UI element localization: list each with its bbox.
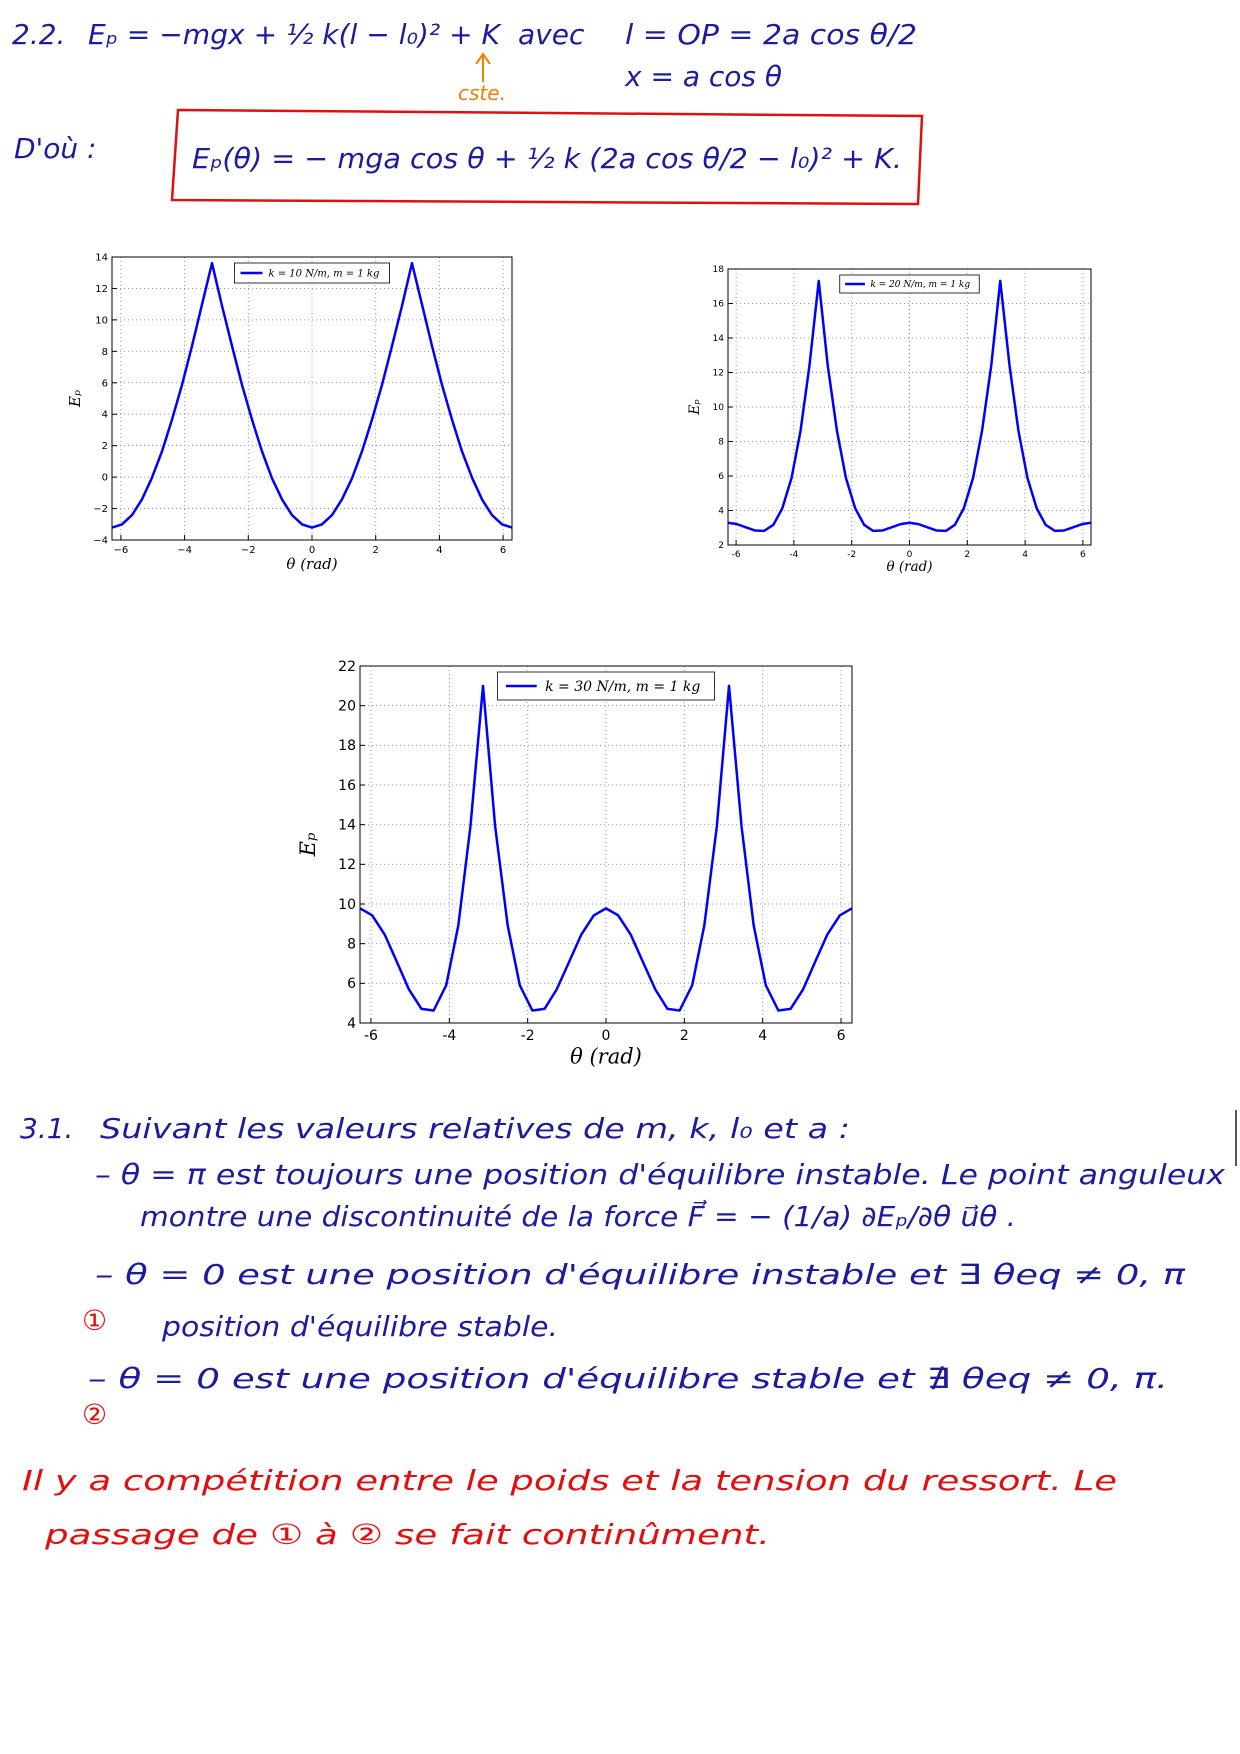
x-tick-label: 2 bbox=[373, 545, 379, 556]
equation: Eₚ = −mgx + ½ k(l − l₀)² + K bbox=[88, 18, 503, 51]
y-axis-label: Eₚ bbox=[296, 833, 320, 858]
y-tick-label: 4 bbox=[347, 1016, 356, 1032]
y-tick-label: 14 bbox=[95, 253, 108, 264]
axes-frame bbox=[111, 256, 513, 541]
y-tick-label: 20 bbox=[338, 699, 356, 715]
remark: passage de ① à ② se fait continûment. bbox=[44, 1518, 770, 1551]
y-tick-label: 2 bbox=[102, 441, 108, 452]
y-axis-label: Eₚ bbox=[66, 390, 84, 408]
data-line bbox=[360, 684, 852, 1012]
legend-box bbox=[839, 274, 980, 294]
case-text: position d'équilibre stable. bbox=[161, 1310, 558, 1343]
y-tick-label: 12 bbox=[713, 369, 724, 379]
chart: -6 -4 -2 0 2 4 6 4 6 8 10 12 14 16 18 20 22 θ (rad) Eₚ k = … bbox=[296, 659, 853, 1069]
x-tick-label: -2 bbox=[847, 550, 856, 560]
case-text: – θ = π est toujours une position d'équi… bbox=[95, 1158, 1225, 1191]
plot-area bbox=[360, 684, 852, 1012]
chart: −6 −4 −2 0 2 4 6 −4 −2 0 2 4 6 8 10 12 14 θ (rad) Eₚ k = 10… bbox=[66, 253, 513, 573]
y-tick-label: 14 bbox=[338, 818, 356, 834]
x-tick-label: 6 bbox=[837, 1028, 846, 1044]
case-text: – θ = 0 est une position d'équilibre ins… bbox=[95, 1258, 1186, 1291]
remark: Il y a compétition entre le poids et la … bbox=[22, 1464, 1117, 1497]
section-number: 2.2. bbox=[12, 18, 65, 51]
x-tick-label: 2 bbox=[680, 1028, 689, 1044]
arrow-head bbox=[475, 52, 491, 65]
x-tick-label: 4 bbox=[1022, 550, 1028, 560]
x-tick-label: -4 bbox=[442, 1028, 456, 1044]
legend-label: k = 30 N/m, m = 1 kg bbox=[545, 679, 700, 695]
y-tick-label: 18 bbox=[713, 265, 725, 275]
case-marker: ② bbox=[82, 1398, 107, 1431]
y-tick-label: 18 bbox=[338, 738, 356, 754]
axes-frame bbox=[359, 665, 853, 1024]
axes-frame bbox=[727, 268, 1092, 546]
legend-box bbox=[234, 262, 390, 284]
y-tick-label: 12 bbox=[95, 284, 108, 295]
case-text: montre une discontinuité de la force F⃗ … bbox=[140, 1199, 1016, 1233]
y-axis-label: Eₚ bbox=[687, 399, 703, 416]
y-tick-label: −4 bbox=[93, 536, 108, 547]
y-tick-label: 10 bbox=[713, 403, 725, 413]
y-tick-label: 6 bbox=[102, 378, 108, 389]
conclusion-label: D'où : bbox=[14, 132, 96, 165]
y-tick-label: 8 bbox=[347, 937, 356, 953]
boxed-result: Eₚ(θ) = − mga cos θ + ½ k (2a cos θ/2 − … bbox=[192, 142, 902, 175]
plot-area bbox=[728, 279, 1091, 533]
length-relation: l = OP = 2a cos θ/2 bbox=[625, 18, 917, 51]
case-text: – θ = 0 est une position d'équilibre sta… bbox=[88, 1362, 1168, 1395]
y-tick-label: 8 bbox=[718, 438, 724, 448]
y-tick-label: 6 bbox=[718, 472, 724, 482]
x-tick-label: 4 bbox=[436, 545, 442, 556]
x-tick-label: -2 bbox=[521, 1028, 535, 1044]
data-line bbox=[112, 261, 512, 529]
chart: -6 -4 -2 0 2 4 6 2 4 6 8 10 12 14 16 18 θ (rad) Eₚ k = 20 … bbox=[687, 265, 1092, 575]
x-tick-label: −2 bbox=[241, 545, 256, 556]
y-tick-label: 4 bbox=[102, 410, 108, 421]
x-tick-label: 6 bbox=[1080, 550, 1086, 560]
plot-area bbox=[112, 261, 512, 529]
charts: −6 −4 −2 0 2 4 6 −4 −2 0 2 4 6 8 10 12 14 θ (rad) Eₚ k = 10… bbox=[66, 253, 1092, 1069]
x-tick-label: 0 bbox=[602, 1028, 611, 1044]
result-box bbox=[170, 108, 924, 206]
y-tick-label: 8 bbox=[102, 347, 108, 358]
x-tick-label: −6 bbox=[114, 545, 129, 556]
y-tick-label: 2 bbox=[718, 541, 724, 551]
y-tick-label: 0 bbox=[102, 473, 108, 484]
x-tick-label: 0 bbox=[309, 545, 315, 556]
y-tick-label: 22 bbox=[338, 659, 356, 675]
x-tick-label: -6 bbox=[732, 550, 741, 560]
y-tick-label: 16 bbox=[713, 300, 725, 310]
x-tick-label: 2 bbox=[964, 550, 970, 560]
y-tick-label: 12 bbox=[338, 857, 356, 873]
section-number: 3.1. bbox=[20, 1112, 73, 1145]
y-tick-label: 4 bbox=[718, 507, 724, 517]
x-tick-label: -4 bbox=[789, 550, 798, 560]
x-tick-label: 0 bbox=[907, 550, 913, 560]
y-tick-label: 6 bbox=[347, 976, 356, 992]
legend-label: k = 10 N/m, m = 1 kg bbox=[269, 269, 380, 280]
x-tick-label: −4 bbox=[177, 545, 192, 556]
x-relation: x = a cos θ bbox=[624, 60, 782, 93]
case-marker: ① bbox=[82, 1304, 107, 1337]
y-tick-label: 10 bbox=[338, 897, 356, 913]
legend-label: k = 20 N/m, m = 1 kg bbox=[870, 280, 970, 290]
y-tick-label: 10 bbox=[95, 315, 108, 326]
connector: avec bbox=[518, 18, 585, 51]
constant-note: cste. bbox=[458, 81, 506, 105]
x-axis-label: θ (rad) bbox=[286, 555, 337, 573]
x-axis-label: θ (rad) bbox=[570, 1045, 642, 1069]
data-line bbox=[728, 279, 1091, 533]
x-tick-label: -6 bbox=[364, 1028, 378, 1044]
y-tick-label: 16 bbox=[338, 778, 356, 794]
x-axis-label: θ (rad) bbox=[886, 559, 932, 575]
y-tick-label: −2 bbox=[93, 504, 108, 515]
x-tick-label: 4 bbox=[758, 1028, 767, 1044]
intro: Suivant les valeurs relatives de m, k, l… bbox=[100, 1112, 850, 1145]
y-tick-label: 14 bbox=[713, 334, 725, 344]
x-tick-label: 6 bbox=[500, 545, 506, 556]
